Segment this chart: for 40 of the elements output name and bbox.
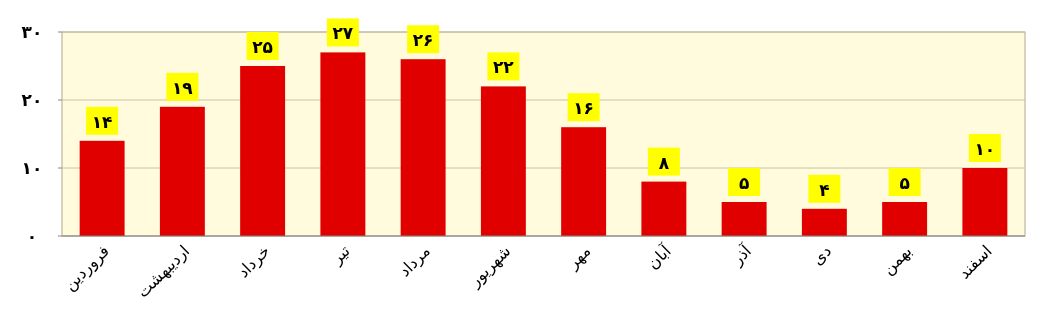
- x-tick-label: شهریور: [464, 241, 515, 292]
- data-label: ۱۴: [91, 111, 113, 132]
- x-tick-label: مهر: [562, 241, 596, 274]
- data-label: ۵: [738, 173, 750, 193]
- x-tick-label: اردیبهشت: [133, 241, 194, 303]
- x-tick-label: مرداد: [395, 241, 435, 282]
- data-label: ۲۷: [332, 23, 354, 44]
- x-tick-label: اسفند: [954, 241, 996, 283]
- x-tick-label: آذر: [727, 240, 757, 270]
- bar: [641, 181, 687, 236]
- data-label: ۵: [899, 173, 910, 193]
- data-label: ۱۰: [974, 139, 996, 159]
- y-tick-label: ۰: [26, 226, 38, 246]
- x-tick-label: آبان: [643, 240, 676, 273]
- bar: [320, 52, 366, 236]
- x-tick-label: بهمن: [878, 241, 917, 280]
- bar: [400, 59, 446, 236]
- bar: [801, 208, 847, 236]
- bar: [721, 202, 767, 236]
- data-label: ۱۶: [573, 98, 595, 119]
- bar: [159, 106, 205, 236]
- data-label: ۲۶: [412, 30, 434, 51]
- x-tick-label: تیر: [326, 241, 355, 270]
- data-label: ۴: [819, 179, 830, 200]
- x-tick-label: دی: [807, 241, 836, 269]
- bar: [561, 127, 607, 236]
- data-label: ۲۲: [492, 57, 515, 78]
- y-tick-label: ۲۰: [21, 90, 43, 110]
- bar: [882, 202, 928, 236]
- bar: [79, 140, 125, 236]
- bar: [240, 66, 286, 236]
- data-label: ۲۵: [252, 37, 274, 57]
- y-tick-label: ۳۰: [21, 22, 43, 42]
- x-tick-label: فروردین: [60, 241, 114, 295]
- bar: [962, 168, 1008, 236]
- bar: [480, 86, 526, 236]
- x-tick-label: خرداد: [233, 241, 275, 282]
- data-label: ۸: [658, 152, 670, 173]
- y-tick-label: ۱۰: [21, 158, 43, 178]
- data-label: ۱۹: [171, 77, 194, 98]
